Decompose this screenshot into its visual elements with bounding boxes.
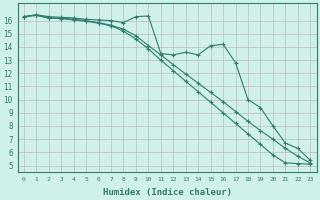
X-axis label: Humidex (Indice chaleur): Humidex (Indice chaleur) xyxy=(102,188,232,197)
